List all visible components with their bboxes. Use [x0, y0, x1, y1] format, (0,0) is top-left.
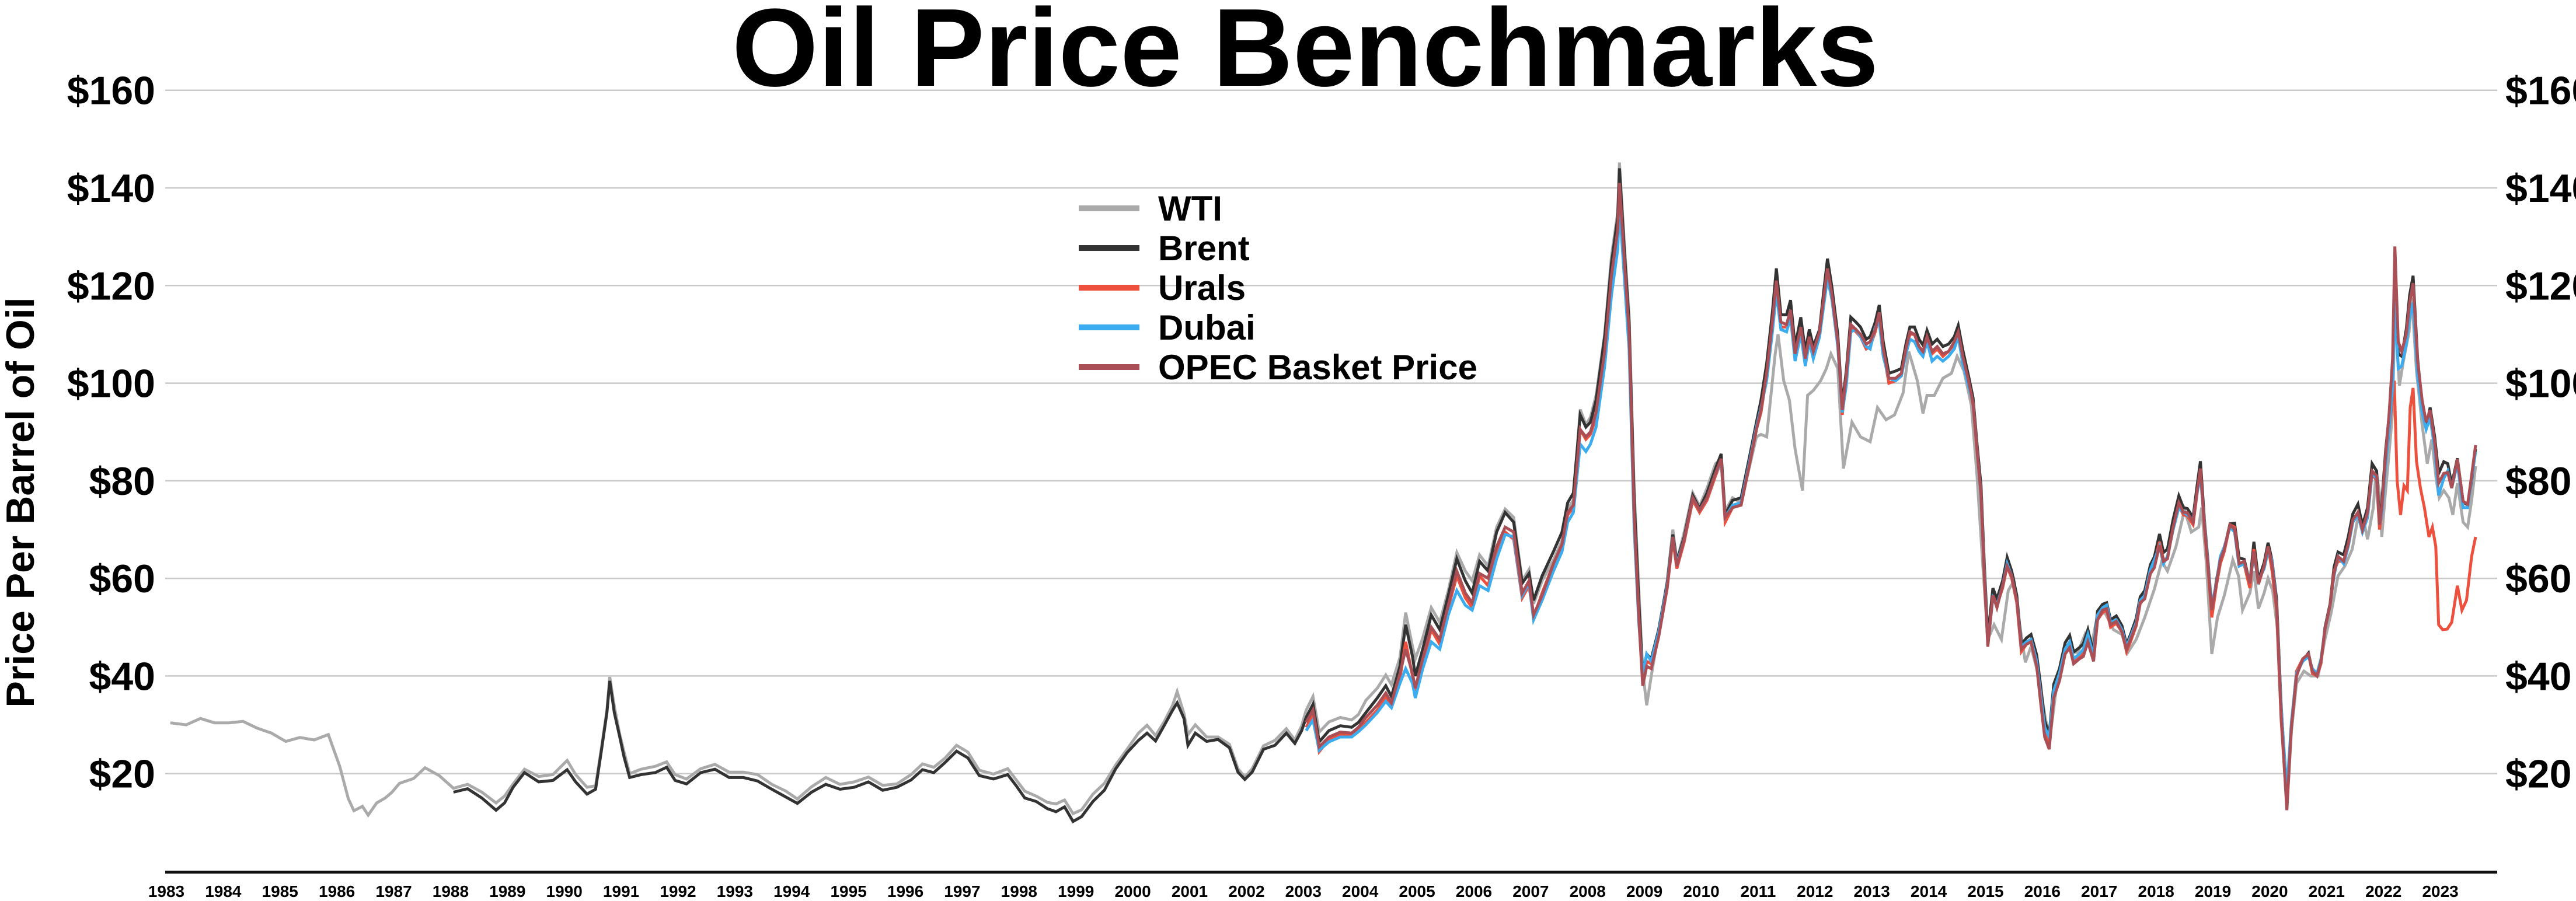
x-tick-label: 2023 — [2422, 882, 2458, 900]
x-tick-label: 1987 — [375, 882, 412, 900]
series-line-brent — [453, 168, 2477, 824]
y-tick-label-right: $40 — [2505, 654, 2571, 699]
x-tick-label: 2011 — [1741, 882, 1776, 900]
x-tick-label: 1986 — [319, 882, 355, 900]
x-tick-label: 2002 — [1228, 882, 1264, 900]
x-tick-label: 1994 — [773, 882, 810, 900]
y-tick-label-left: $140 — [67, 166, 155, 211]
x-tick-label: 1992 — [660, 882, 696, 900]
x-tick-label: 1995 — [830, 882, 866, 900]
y-tick-label-right: $20 — [2505, 752, 2571, 797]
x-tick-label: 2003 — [1285, 882, 1322, 900]
series-lines — [170, 162, 2477, 824]
y-tick-label-left: $160 — [67, 69, 155, 113]
y-tick-label-left: $60 — [89, 557, 155, 601]
legend-item: Urals — [1079, 268, 1246, 308]
x-tick-label: 2022 — [2365, 882, 2401, 900]
y-tick-label-left: $20 — [89, 752, 155, 797]
legend-label: WTI — [1158, 189, 1222, 228]
x-tick-label: 1996 — [887, 882, 923, 900]
y-tick-label-left: $80 — [89, 459, 155, 504]
y-tick-labels-left: $20 $40 $60 $80 $100 $120 $140 $160 — [67, 69, 155, 797]
legend-item: Brent — [1079, 229, 1250, 268]
x-tick-label: 2008 — [1570, 882, 1606, 900]
x-tick-label: 1999 — [1058, 882, 1094, 900]
y-tick-label-right: $60 — [2505, 557, 2571, 601]
x-tick-label: 1993 — [717, 882, 753, 900]
x-tick-label: 2015 — [1967, 882, 2003, 900]
y-tick-label-right: $80 — [2505, 459, 2571, 504]
x-tick-label: 2019 — [2195, 882, 2231, 900]
x-tick-label: 2000 — [1114, 882, 1151, 900]
y-tick-label-right: $100 — [2505, 362, 2576, 406]
x-tick-label: 2001 — [1172, 882, 1208, 900]
x-tick-label: 1983 — [148, 882, 184, 900]
x-tick-label: 2014 — [1911, 882, 1947, 900]
legend-label: Urals — [1158, 268, 1246, 308]
x-tick-label: 1984 — [205, 882, 242, 900]
legend-item: Dubai — [1079, 308, 1256, 347]
x-tick-label: 2017 — [2081, 882, 2117, 900]
x-tick-label: 1997 — [944, 882, 980, 900]
x-tick-label: 2004 — [1342, 882, 1379, 900]
legend-label: Dubai — [1158, 308, 1256, 347]
x-tick-label: 2005 — [1399, 882, 1435, 900]
series-line-wti — [170, 162, 2477, 818]
y-tick-labels-right: $20 $40 $60 $80 $100 $120 $140 $160 — [2505, 69, 2576, 797]
y-tick-label-right: $160 — [2505, 69, 2576, 113]
x-tick-label: 1988 — [433, 882, 469, 900]
y-tick-label-right: $120 — [2505, 264, 2576, 308]
x-tick-label: 1989 — [489, 882, 525, 900]
x-tick-label: 2006 — [1456, 882, 1492, 900]
y-tick-label-left: $120 — [67, 264, 155, 308]
x-tick-label: 2021 — [2309, 882, 2345, 900]
x-tick-label: 2009 — [1626, 882, 1662, 900]
x-tick-label: 1991 — [603, 882, 639, 900]
y-tick-label-left: $100 — [67, 362, 155, 406]
x-tick-labels: 1983 1984 1985 1986 1987 1988 1989 1990 1991 1992… — [148, 882, 2459, 900]
x-tick-label: 2007 — [1512, 882, 1549, 900]
x-tick-label: 2020 — [2251, 882, 2288, 900]
legend-label: Brent — [1158, 229, 1250, 268]
legend-label: OPEC Basket Price — [1158, 348, 1477, 387]
series-line-urals — [1305, 190, 2477, 806]
gridlines — [165, 89, 2497, 774]
x-tick-label: 2012 — [1797, 882, 1833, 900]
x-tick-label: 1990 — [546, 882, 583, 900]
legend-item: WTI — [1079, 189, 1222, 228]
series-line-opec-basket-price — [1305, 183, 2477, 811]
x-tick-label: 1998 — [1001, 882, 1037, 900]
y-axis-title: Price Per Barrel of Oil — [0, 298, 43, 708]
y-tick-label-right: $140 — [2505, 166, 2576, 211]
chart-title: Oil Price Benchmarks — [732, 0, 1878, 110]
x-tick-label: 1985 — [262, 882, 298, 900]
x-tick-label: 2013 — [1854, 882, 1890, 900]
series-line-dubai — [1305, 205, 2477, 791]
x-tick-label: 2018 — [2138, 882, 2174, 900]
x-tick-label: 2010 — [1683, 882, 1719, 900]
y-tick-label-left: $40 — [89, 654, 155, 699]
legend-item: OPEC Basket Price — [1079, 348, 1477, 387]
x-tick-label: 2016 — [2024, 882, 2061, 900]
